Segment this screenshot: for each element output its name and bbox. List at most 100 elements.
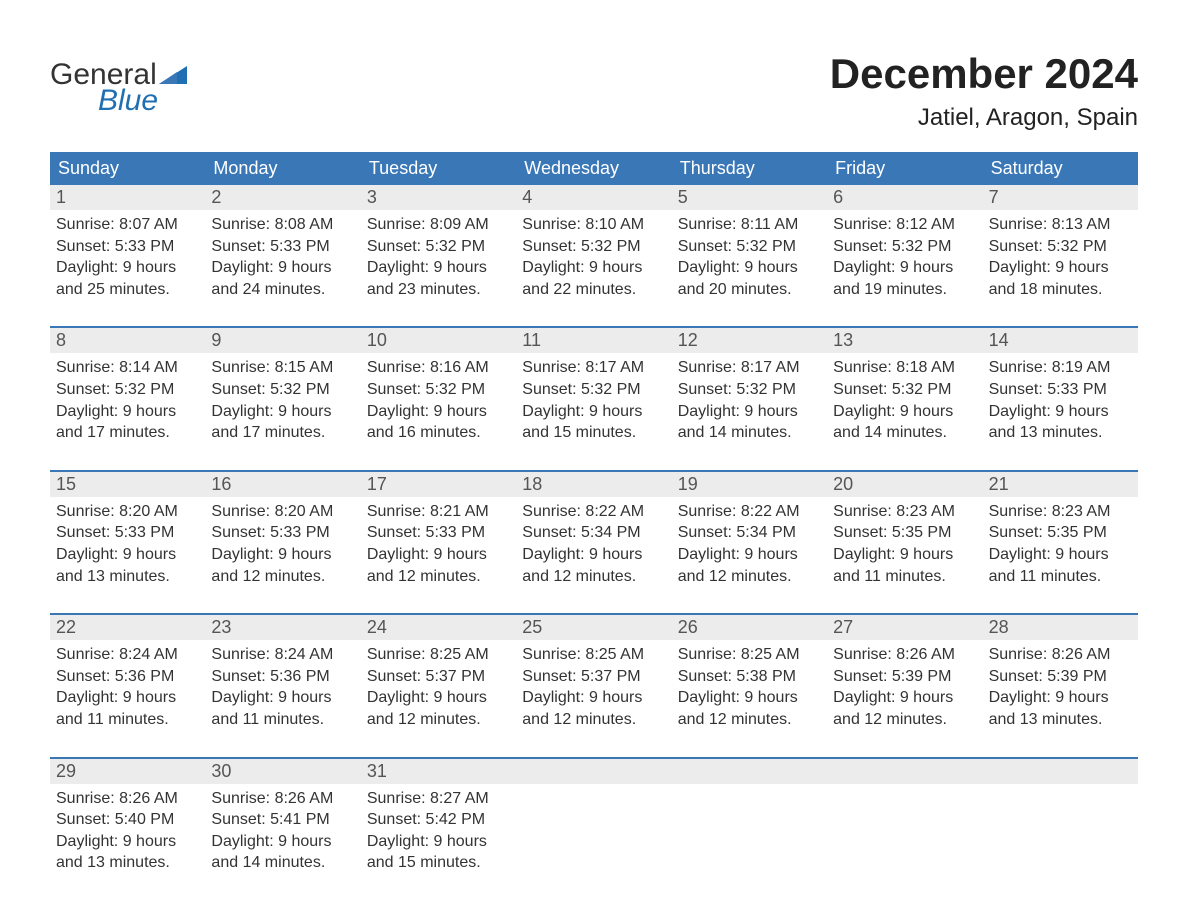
day-number (827, 759, 982, 784)
day-cell: Sunrise: 8:22 AMSunset: 5:34 PMDaylight:… (516, 497, 671, 599)
daylight-text-2: and 17 minutes. (211, 422, 354, 444)
day-number: 7 (983, 185, 1138, 210)
sunrise-text: Sunrise: 8:26 AM (833, 644, 976, 666)
day-number: 16 (205, 472, 360, 497)
daylight-text-1: Daylight: 9 hours (989, 401, 1132, 423)
daylight-text-1: Daylight: 9 hours (367, 257, 510, 279)
daylight-text-1: Daylight: 9 hours (211, 687, 354, 709)
daylight-text-2: and 12 minutes. (678, 566, 821, 588)
day-number: 25 (516, 615, 671, 640)
sunrise-text: Sunrise: 8:07 AM (56, 214, 199, 236)
daylight-text-1: Daylight: 9 hours (833, 544, 976, 566)
sunrise-text: Sunrise: 8:12 AM (833, 214, 976, 236)
day-cell: Sunrise: 8:26 AMSunset: 5:40 PMDaylight:… (50, 784, 205, 886)
daylight-text-1: Daylight: 9 hours (56, 401, 199, 423)
weeks-container: 1234567Sunrise: 8:07 AMSunset: 5:33 PMDa… (50, 185, 1138, 886)
daylight-text-1: Daylight: 9 hours (522, 687, 665, 709)
daylight-text-1: Daylight: 9 hours (211, 401, 354, 423)
day-number: 29 (50, 759, 205, 784)
dow-tuesday: Tuesday (361, 152, 516, 185)
day-of-week-header: Sunday Monday Tuesday Wednesday Thursday… (50, 152, 1138, 185)
day-cell: Sunrise: 8:15 AMSunset: 5:32 PMDaylight:… (205, 353, 360, 455)
daylight-text-1: Daylight: 9 hours (211, 831, 354, 853)
day-number-row: 15161718192021 (50, 472, 1138, 497)
daylight-text-2: and 11 minutes. (211, 709, 354, 731)
daylight-text-1: Daylight: 9 hours (833, 401, 976, 423)
sunset-text: Sunset: 5:37 PM (367, 666, 510, 688)
sunrise-text: Sunrise: 8:17 AM (678, 357, 821, 379)
day-cell: Sunrise: 8:26 AMSunset: 5:41 PMDaylight:… (205, 784, 360, 886)
day-number: 10 (361, 328, 516, 353)
daylight-text-2: and 25 minutes. (56, 279, 199, 301)
daylight-text-2: and 13 minutes. (56, 852, 199, 874)
daylight-text-2: and 13 minutes. (56, 566, 199, 588)
daylight-text-1: Daylight: 9 hours (678, 544, 821, 566)
sunset-text: Sunset: 5:32 PM (522, 379, 665, 401)
sunrise-text: Sunrise: 8:20 AM (211, 501, 354, 523)
sunrise-text: Sunrise: 8:22 AM (522, 501, 665, 523)
daylight-text-1: Daylight: 9 hours (678, 401, 821, 423)
sunrise-text: Sunrise: 8:08 AM (211, 214, 354, 236)
daylight-text-2: and 15 minutes. (367, 852, 510, 874)
sunset-text: Sunset: 5:32 PM (522, 236, 665, 258)
day-cell: Sunrise: 8:17 AMSunset: 5:32 PMDaylight:… (672, 353, 827, 455)
sunset-text: Sunset: 5:33 PM (211, 522, 354, 544)
day-number: 19 (672, 472, 827, 497)
day-cell: Sunrise: 8:22 AMSunset: 5:34 PMDaylight:… (672, 497, 827, 599)
daylight-text-2: and 16 minutes. (367, 422, 510, 444)
daylight-text-2: and 11 minutes. (56, 709, 199, 731)
sunrise-text: Sunrise: 8:24 AM (56, 644, 199, 666)
daylight-text-1: Daylight: 9 hours (522, 544, 665, 566)
sunrise-text: Sunrise: 8:16 AM (367, 357, 510, 379)
day-cell: Sunrise: 8:07 AMSunset: 5:33 PMDaylight:… (50, 210, 205, 312)
sunrise-text: Sunrise: 8:25 AM (522, 644, 665, 666)
day-number: 2 (205, 185, 360, 210)
sunrise-text: Sunrise: 8:23 AM (989, 501, 1132, 523)
dow-wednesday: Wednesday (516, 152, 671, 185)
day-number-row: 22232425262728 (50, 615, 1138, 640)
day-cell: Sunrise: 8:20 AMSunset: 5:33 PMDaylight:… (50, 497, 205, 599)
sunrise-text: Sunrise: 8:17 AM (522, 357, 665, 379)
daylight-text-1: Daylight: 9 hours (367, 687, 510, 709)
week-row: 293031Sunrise: 8:26 AMSunset: 5:40 PMDay… (50, 757, 1138, 886)
day-number: 27 (827, 615, 982, 640)
month-title: December 2024 (830, 50, 1138, 98)
sunset-text: Sunset: 5:32 PM (678, 236, 821, 258)
dow-sunday: Sunday (50, 152, 205, 185)
week-row: 22232425262728Sunrise: 8:24 AMSunset: 5:… (50, 613, 1138, 742)
day-number: 13 (827, 328, 982, 353)
sunrise-text: Sunrise: 8:14 AM (56, 357, 199, 379)
day-cell: Sunrise: 8:26 AMSunset: 5:39 PMDaylight:… (983, 640, 1138, 742)
sunrise-text: Sunrise: 8:25 AM (678, 644, 821, 666)
daylight-text-2: and 13 minutes. (989, 422, 1132, 444)
sunset-text: Sunset: 5:39 PM (833, 666, 976, 688)
day-cell: Sunrise: 8:23 AMSunset: 5:35 PMDaylight:… (983, 497, 1138, 599)
day-number: 22 (50, 615, 205, 640)
week-row: 891011121314Sunrise: 8:14 AMSunset: 5:32… (50, 326, 1138, 455)
day-number: 26 (672, 615, 827, 640)
sunrise-text: Sunrise: 8:19 AM (989, 357, 1132, 379)
sunset-text: Sunset: 5:32 PM (833, 236, 976, 258)
daylight-text-1: Daylight: 9 hours (833, 257, 976, 279)
daylight-text-2: and 11 minutes. (989, 566, 1132, 588)
dow-monday: Monday (205, 152, 360, 185)
daylight-text-1: Daylight: 9 hours (989, 544, 1132, 566)
daylight-text-2: and 19 minutes. (833, 279, 976, 301)
day-cell: Sunrise: 8:24 AMSunset: 5:36 PMDaylight:… (50, 640, 205, 742)
sunset-text: Sunset: 5:40 PM (56, 809, 199, 831)
daylight-text-1: Daylight: 9 hours (56, 831, 199, 853)
day-cell: Sunrise: 8:09 AMSunset: 5:32 PMDaylight:… (361, 210, 516, 312)
page-root: General Blue December 2024 Jatiel, Arago… (0, 0, 1188, 916)
day-number: 23 (205, 615, 360, 640)
day-cell: Sunrise: 8:27 AMSunset: 5:42 PMDaylight:… (361, 784, 516, 886)
sunset-text: Sunset: 5:37 PM (522, 666, 665, 688)
sunrise-text: Sunrise: 8:26 AM (989, 644, 1132, 666)
day-cell: Sunrise: 8:20 AMSunset: 5:33 PMDaylight:… (205, 497, 360, 599)
day-number: 8 (50, 328, 205, 353)
daylight-text-2: and 13 minutes. (989, 709, 1132, 731)
sunset-text: Sunset: 5:42 PM (367, 809, 510, 831)
day-number: 6 (827, 185, 982, 210)
sunrise-text: Sunrise: 8:18 AM (833, 357, 976, 379)
day-cell: Sunrise: 8:19 AMSunset: 5:33 PMDaylight:… (983, 353, 1138, 455)
daylight-text-2: and 12 minutes. (367, 709, 510, 731)
